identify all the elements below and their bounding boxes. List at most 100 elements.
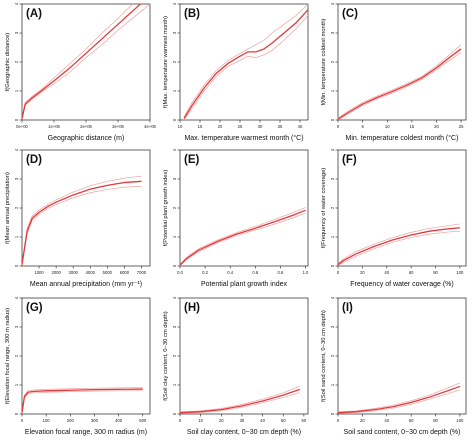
x-tick-label: 2e+06: [80, 124, 92, 129]
confidence-band-line: [22, 175, 142, 264]
y-tick-label: 2: [172, 60, 177, 63]
y-axis-label: f(Frequency of water coverage): [321, 168, 327, 249]
x-tick-label: 25: [238, 124, 243, 129]
x-tick-label: 7000: [137, 270, 147, 275]
y-tick-label: 2: [14, 60, 19, 63]
y-tick-label: 2: [330, 60, 335, 63]
confidence-band-line: [338, 230, 460, 266]
x-axis-label: Max. temperature warmest month (°C): [184, 134, 303, 142]
fitted-response-line: [22, 180, 142, 265]
plot-frame: [179, 3, 309, 121]
x-tick-label: 50: [281, 418, 286, 423]
y-tick-label: 4: [330, 2, 335, 5]
y-tick-label: 1: [14, 383, 19, 386]
plot-frame: [179, 297, 309, 415]
x-tick-label: 100: [456, 418, 464, 423]
y-tick-label: 3: [330, 31, 335, 34]
x-tick-label: 40: [384, 270, 389, 275]
x-axis-label: Elevation focal range, 300 m radius (m): [25, 429, 147, 436]
panel-letter: (F): [342, 154, 357, 166]
x-tick-label: 20: [360, 418, 365, 423]
y-tick-label: 4: [172, 148, 177, 151]
y-tick-label: 3: [14, 325, 19, 328]
x-tick-label: 3e+06: [112, 124, 124, 129]
y-tick-label: 1: [172, 383, 177, 386]
x-tick-label: 25: [459, 124, 464, 129]
x-tick-label: 20: [434, 124, 439, 129]
confidence-band-line: [22, 4, 150, 120]
confidence-band-line: [183, 4, 308, 118]
y-tick-label: 3: [172, 177, 177, 180]
fitted-response-line: [180, 388, 300, 414]
fitted-response-line: [338, 227, 460, 266]
x-tick-label: 0.4: [227, 270, 233, 275]
y-tick-label: 1: [14, 235, 19, 238]
y-axis-label: f(Elevation focal range, 300 m radius): [5, 308, 11, 404]
x-axis-label: Potential plant growth index: [201, 281, 287, 288]
y-tick-label: 4: [172, 296, 177, 299]
y-tick-label: 2: [172, 354, 177, 357]
confidence-band-line: [338, 223, 460, 264]
y-tick-label: 3: [330, 325, 335, 328]
confidence-band-line: [22, 4, 134, 118]
y-tick-label: 0: [14, 264, 19, 267]
panel-letter: (E): [184, 154, 200, 166]
x-tick-label: 10: [178, 124, 183, 129]
y-tick-label: 0: [330, 118, 335, 121]
y-tick-label: 0: [330, 264, 335, 267]
plot-frame: [337, 297, 467, 415]
x-tick-label: 200: [67, 418, 75, 423]
fitted-response-line: [180, 209, 306, 266]
y-tick-label: 2: [330, 354, 335, 357]
x-tick-label: 0.2: [202, 270, 208, 275]
x-tick-label: 1e+06: [48, 124, 60, 129]
confidence-band-line: [180, 212, 306, 266]
confidence-band-line: [338, 52, 462, 120]
x-tick-label: 4e+06: [144, 124, 156, 129]
plot-frame: [21, 3, 151, 121]
x-tick-label: 15: [410, 124, 415, 129]
panel-0: 0e+00 1e+06 2e+06 3e+06 4e+06 0 1 2 3 4 Geographic…: [5, 2, 157, 142]
y-axis-label: f(Potential plant growth index): [163, 170, 169, 247]
x-tick-label: 0.0: [177, 270, 183, 275]
confidence-band-line: [180, 207, 306, 265]
y-tick-label: 1: [330, 89, 335, 92]
x-tick-label: 60: [409, 418, 414, 423]
panel-2: 0 5 10 15 20 25 0 1 2 3 4 Min. temperature coldest …: [321, 2, 467, 142]
x-tick-label: 60: [409, 270, 414, 275]
y-tick-label: 0: [172, 118, 177, 121]
panel-6: 0 100 200 300 400 500 0 1 2 3 4 Elevation focal ran…: [5, 296, 151, 436]
y-tick-label: 2: [172, 206, 177, 209]
confidence-band-line: [180, 392, 300, 414]
y-tick-label: 3: [172, 325, 177, 328]
x-tick-label: 80: [433, 270, 438, 275]
y-axis-label: f(Geographic distance): [5, 33, 11, 92]
fitted-response-line: [22, 4, 142, 119]
fitted-response-line: [183, 9, 308, 119]
x-tick-label: 35: [278, 124, 283, 129]
y-tick-label: 4: [172, 2, 177, 5]
panel-letter: (D): [26, 154, 42, 166]
y-tick-label: 4: [14, 148, 19, 151]
y-axis-label: f(Soil clay content, 0−30 cm depth): [163, 311, 169, 400]
x-tick-label: 0.6: [252, 270, 258, 275]
x-tick-label: 40: [384, 418, 389, 423]
y-axis-label: f(Max. temperature warmest month): [163, 16, 169, 108]
x-tick-label: 0e+00: [16, 124, 28, 129]
y-tick-label: 3: [330, 177, 335, 180]
x-tick-label: 100: [456, 270, 464, 275]
panel-letter: (A): [26, 8, 42, 20]
x-tick-label: 0: [21, 418, 24, 423]
x-tick-label: 5000: [103, 270, 113, 275]
x-tick-label: 3000: [69, 270, 79, 275]
panel-letter: (B): [184, 8, 200, 20]
panel-3: 1000 2000 3000 4000 5000 6000 7000 0 1 2 3 4 Mean an…: [5, 148, 151, 288]
x-tick-label: 40: [260, 418, 265, 423]
y-tick-label: 0: [172, 412, 177, 415]
panel-7: 0 10 20 30 40 50 60 0 1 2 3 4 Soil clay content, 0−3…: [163, 296, 309, 436]
panel-letter: (I): [342, 302, 353, 314]
x-axis-label: Frequency of water coverage (%): [350, 281, 454, 288]
y-tick-label: 4: [14, 296, 19, 299]
x-axis-label: Geographic distance (m): [48, 135, 125, 142]
y-axis-label: f(Min. temperature coldest month): [321, 18, 327, 105]
